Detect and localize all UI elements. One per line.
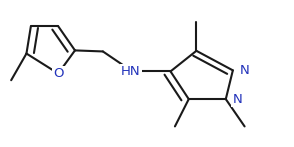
Text: N: N — [239, 64, 249, 77]
Text: O: O — [53, 67, 64, 80]
Text: N: N — [232, 93, 242, 106]
Text: HN: HN — [121, 65, 141, 78]
